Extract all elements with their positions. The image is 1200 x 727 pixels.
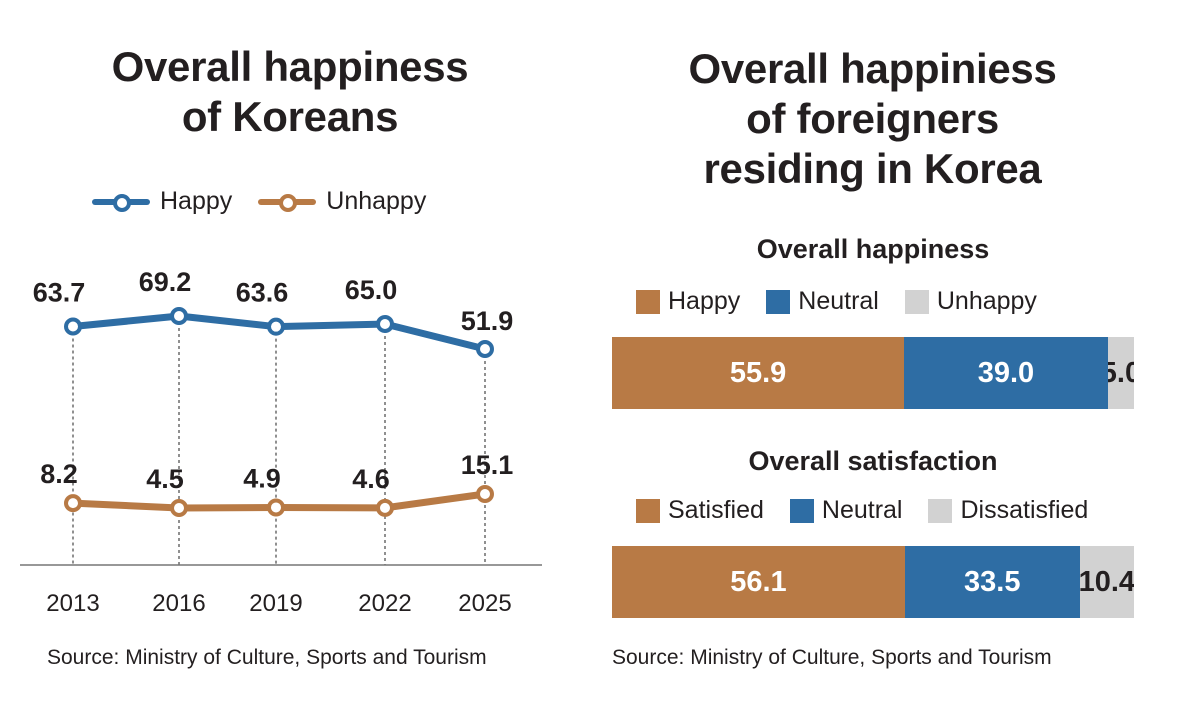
satisfaction-subtitle: Overall satisfaction bbox=[748, 446, 998, 476]
legend-item-satisfied: Satisfied bbox=[636, 496, 764, 525]
unhappy-swatch bbox=[904, 289, 929, 314]
x-tick-label: 2013 bbox=[46, 590, 99, 617]
x-tick-label: 2025 bbox=[458, 590, 511, 617]
bar-segment-unhappy: 5.0 bbox=[1107, 337, 1134, 409]
legend-label-neutral-satisfaction: Neutral bbox=[821, 496, 903, 524]
right-title-line-3: residing in Korea bbox=[703, 145, 1042, 192]
right-title-line-2: of foreigners bbox=[746, 95, 999, 142]
legend-item-happy-bar: Happy bbox=[636, 287, 740, 316]
data-point-unhappy bbox=[476, 485, 494, 503]
data-label-happy: 63.7 bbox=[33, 277, 86, 307]
legend-item-dissatisfied: Dissatisfied bbox=[928, 496, 1088, 525]
data-point-happy bbox=[170, 307, 188, 325]
bar-value-label: 5.0 bbox=[1107, 356, 1134, 389]
happiness-line-chart: 63.7 69.2 63.6 65.0 51.9 8.2 4.5 4.9 4.6 15.1 2013… bbox=[20, 267, 542, 617]
left-title-line-2: of Koreans bbox=[181, 93, 399, 140]
satisfaction-bar-legend: Satisfied Neutral Dissatisfied bbox=[636, 496, 1088, 525]
data-label-happy: 63.6 bbox=[236, 278, 289, 308]
data-point-happy bbox=[476, 340, 494, 358]
data-label-happy: 65.0 bbox=[345, 275, 398, 305]
right-source-note: Source: Ministry of Culture, Sports and … bbox=[612, 646, 1052, 669]
data-label-unhappy: 4.6 bbox=[352, 464, 390, 494]
data-point-unhappy bbox=[64, 494, 82, 513]
bar-value-label: 33.5 bbox=[964, 565, 1021, 598]
neutral-satisfaction-swatch bbox=[789, 498, 814, 523]
bar-segment-neutral: 33.5 bbox=[904, 546, 1080, 618]
legend-label-dissatisfied: Dissatisfied bbox=[960, 496, 1089, 524]
legend-item-happy: Happy bbox=[92, 187, 232, 216]
happiness-bar-legend: Happy Neutral Unhappy bbox=[636, 287, 1037, 316]
legend-label-happy-bar: Happy bbox=[668, 287, 741, 315]
data-point-unhappy bbox=[376, 498, 394, 517]
bar-segment-happy: 55.9 bbox=[612, 337, 905, 409]
satisfaction-stacked-bar: 56.1 33.5 10.4 bbox=[612, 546, 1134, 618]
bar-value-label: 10.4 bbox=[1079, 565, 1134, 598]
x-tick-label: 2022 bbox=[358, 590, 411, 617]
line-chart-legend: Happy Unhappy bbox=[92, 187, 426, 216]
data-point-happy bbox=[267, 317, 285, 336]
left-title-line-1: Overall happiness bbox=[111, 43, 469, 90]
data-label-unhappy: 15.1 bbox=[461, 450, 514, 480]
legend-item-unhappy: Unhappy bbox=[258, 187, 426, 216]
data-point-happy bbox=[64, 317, 82, 336]
legend-label-unhappy: Unhappy bbox=[326, 187, 427, 215]
bar-value-label: 39.0 bbox=[977, 356, 1035, 389]
neutral-swatch bbox=[766, 289, 791, 314]
bar-value-label: 56.1 bbox=[730, 565, 787, 598]
x-tick-label: 2019 bbox=[249, 590, 302, 617]
legend-label-satisfied: Satisfied bbox=[668, 496, 764, 524]
bar-segment-dissatisfied: 10.4 bbox=[1079, 546, 1134, 618]
legend-item-neutral-satisfaction: Neutral bbox=[789, 496, 903, 525]
data-label-unhappy: 4.5 bbox=[146, 464, 184, 494]
data-label-happy: 51.9 bbox=[461, 306, 514, 336]
happiness-stacked-bar: 55.9 39.0 5.0 bbox=[612, 337, 1134, 409]
legend-label-happy: Happy bbox=[160, 187, 233, 215]
right-chart-title: Overall happiniess of foreigners residin… bbox=[610, 44, 1135, 194]
legend-item-unhappy-bar: Unhappy bbox=[904, 287, 1037, 316]
happy-swatch bbox=[636, 289, 660, 314]
unhappy-line-swatch bbox=[258, 192, 317, 212]
legend-label-unhappy-bar: Unhappy bbox=[936, 287, 1037, 315]
legend-item-neutral-bar: Neutral bbox=[766, 287, 879, 316]
right-title-line-1: Overall happiniess bbox=[688, 45, 1057, 92]
bar-segment-neutral: 39.0 bbox=[904, 337, 1108, 409]
happiness-subtitle: Overall happiness bbox=[756, 234, 990, 264]
bar-value-label: 55.9 bbox=[729, 356, 787, 389]
dissatisfied-swatch bbox=[928, 498, 953, 523]
data-point-unhappy bbox=[170, 499, 188, 517]
data-label-unhappy: 4.9 bbox=[243, 463, 281, 493]
left-chart-title: Overall happiness of Koreans bbox=[40, 42, 540, 142]
bar-segment-satisfied: 56.1 bbox=[612, 546, 905, 618]
data-label-happy: 69.2 bbox=[139, 267, 192, 297]
data-label-unhappy: 8.2 bbox=[40, 459, 78, 489]
satisfied-swatch bbox=[636, 498, 660, 523]
x-tick-label: 2016 bbox=[152, 590, 205, 617]
left-source-note: Source: Ministry of Culture, Sports and … bbox=[47, 646, 487, 669]
data-point-happy bbox=[376, 315, 394, 334]
happy-line-swatch bbox=[92, 192, 150, 212]
data-point-unhappy bbox=[267, 498, 285, 517]
legend-label-neutral-bar: Neutral bbox=[798, 287, 879, 315]
